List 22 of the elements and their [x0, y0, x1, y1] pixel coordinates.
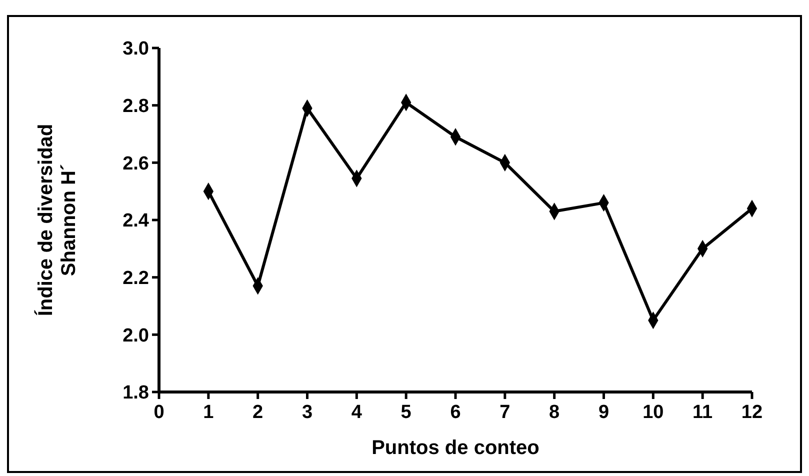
x-tick-label: 4	[351, 402, 362, 423]
y-tick-label: 3.0	[122, 38, 149, 60]
x-tick-label: 3	[302, 402, 313, 423]
x-tick-label: 10	[642, 402, 664, 423]
x-axis-title: Puntos de conteo	[372, 437, 540, 459]
x-tick-label: 9	[598, 402, 610, 423]
y-tick-label: 2.4	[122, 210, 150, 232]
x-tick-label: 0	[154, 402, 164, 423]
y-tick-label: 2.8	[122, 96, 149, 117]
y-tick-label: 1.8	[122, 382, 149, 404]
y-tick-label: 2.2	[122, 268, 149, 289]
y-tick-label: 2.6	[122, 153, 149, 174]
x-tick-label: 6	[450, 402, 461, 423]
x-tick-label: 12	[741, 402, 763, 423]
x-tick-label: 7	[500, 402, 510, 423]
y-axis-title: Índice de diversidad Shannon H´	[34, 124, 80, 316]
x-tick-label: 8	[549, 402, 560, 423]
x-tick-label: 11	[692, 402, 714, 423]
x-tick-label: 2	[252, 402, 264, 423]
x-tick-label: 1	[203, 402, 214, 423]
x-tick-label: 5	[400, 402, 412, 423]
y-tick-label: 2.0	[122, 325, 149, 346]
